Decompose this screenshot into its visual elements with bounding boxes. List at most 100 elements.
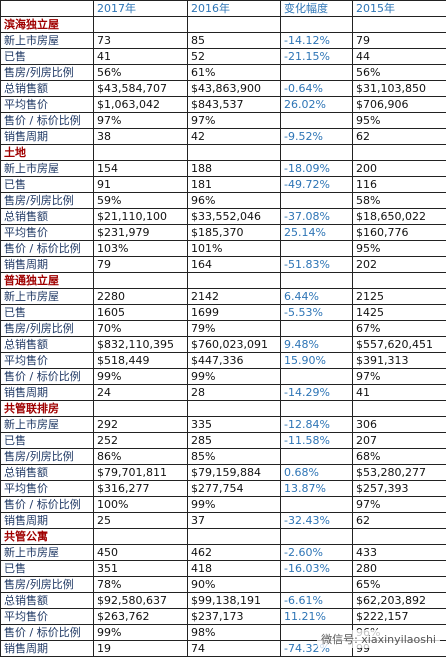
empty-cell [280, 400, 353, 417]
cell: 78% [93, 576, 188, 593]
data-row: 销售周期 79 164 -51.83% 202 [0, 256, 446, 273]
cell: 181 [187, 176, 281, 193]
cell: 207 [352, 432, 446, 449]
cell: 56% [352, 64, 446, 81]
data-row: 平均售价 $518,449 $447,336 15.90% $391,313 [0, 352, 446, 369]
empty-cell [280, 272, 353, 289]
row-label: 销售周期 [0, 640, 94, 657]
empty-cell [93, 400, 188, 417]
row-label: 平均售价 [0, 224, 94, 241]
data-row: 平均售价 $316,277 $277,754 13.87% $257,393 [0, 480, 446, 497]
data-row: 售房/列房比例 59% 96% 58% [0, 192, 446, 209]
row-label: 新上市房屋 [0, 544, 94, 561]
data-row: 销售周期 25 37 -32.43% 62 [0, 512, 446, 529]
row-label: 售房/列房比例 [0, 192, 94, 209]
cell: $277,754 [187, 480, 281, 497]
cell: $518,449 [93, 352, 188, 369]
row-label: 售价 / 标价比例 [0, 240, 94, 257]
row-label: 总销售额 [0, 592, 94, 609]
cell: 79% [187, 320, 281, 337]
header-cell: 2015年 [352, 0, 446, 17]
cell: 1699 [187, 304, 281, 321]
data-row: 已售 41 52 -21.15% 44 [0, 48, 446, 65]
cell [280, 496, 353, 513]
empty-cell [93, 528, 188, 545]
data-row: 总销售额 $832,110,395 $760,023,091 9.48% $557,62… [0, 336, 446, 353]
data-row: 售价 / 标价比例 103% 101% 95% [0, 240, 446, 257]
cell: 0.68% [280, 464, 353, 481]
cell: $21,110,100 [93, 208, 188, 225]
data-row: 售价 / 标价比例 99% 99% 97% [0, 368, 446, 385]
cell: $316,277 [93, 480, 188, 497]
cell: -16.03% [280, 560, 353, 577]
row-label: 销售周期 [0, 256, 94, 273]
cell: 188 [187, 160, 281, 177]
watermark: 微信号: xiaxinyilaoshi [317, 630, 440, 648]
cell: 99% [187, 496, 281, 513]
empty-cell [352, 528, 446, 545]
cell: 74 [187, 640, 281, 657]
cell: $391,313 [352, 352, 446, 369]
cell: 306 [352, 416, 446, 433]
cell: 73 [93, 32, 188, 49]
cell: 335 [187, 416, 281, 433]
cell: 154 [93, 160, 188, 177]
data-row: 平均售价 $263,762 $237,173 11.21% $222,157 [0, 608, 446, 625]
cell: 2125 [352, 288, 446, 305]
cell: -14.29% [280, 384, 353, 401]
cell: 2142 [187, 288, 281, 305]
cell: -18.09% [280, 160, 353, 177]
row-label: 售价 / 标价比例 [0, 624, 94, 641]
cell: 100% [93, 496, 188, 513]
cell [280, 448, 353, 465]
empty-cell [93, 16, 188, 33]
cell: 252 [93, 432, 188, 449]
cell: 70% [93, 320, 188, 337]
section-row: 共管公寓 [0, 528, 446, 545]
cell: 116 [352, 176, 446, 193]
cell: 59% [93, 192, 188, 209]
cell: 285 [187, 432, 281, 449]
row-label: 已售 [0, 176, 94, 193]
cell: 462 [187, 544, 281, 561]
cell: -37.08% [280, 208, 353, 225]
row-label: 售价 / 标价比例 [0, 112, 94, 129]
row-label: 总销售额 [0, 464, 94, 481]
cell: -21.15% [280, 48, 353, 65]
cell: 25 [93, 512, 188, 529]
cell: 95% [352, 240, 446, 257]
cell: $160,776 [352, 224, 446, 241]
cell [280, 112, 353, 129]
cell: $1,063,042 [93, 96, 188, 113]
empty-cell [280, 16, 353, 33]
data-row: 销售周期 38 42 -9.52% 62 [0, 128, 446, 145]
cell: 26.02% [280, 96, 353, 113]
data-row: 总销售额 $79,701,811 $79,159,884 0.68% $53,280,2… [0, 464, 446, 481]
cell [280, 368, 353, 385]
cell: 103% [93, 240, 188, 257]
cell [280, 320, 353, 337]
cell: -0.64% [280, 80, 353, 97]
cell: 97% [93, 112, 188, 129]
header-row: 2017年 2016年 变化幅度 2015年 [0, 0, 446, 17]
section-title: 共管公寓 [0, 528, 94, 545]
section-row: 土地 [0, 144, 446, 161]
header-cell [0, 0, 94, 17]
empty-cell [187, 400, 281, 417]
cell: 2280 [93, 288, 188, 305]
cell: 85% [187, 448, 281, 465]
cell: 91 [93, 176, 188, 193]
row-label: 平均售价 [0, 352, 94, 369]
cell: -49.72% [280, 176, 353, 193]
row-label: 已售 [0, 560, 94, 577]
cell: 9.48% [280, 336, 353, 353]
data-row: 售房/列房比例 78% 90% 65% [0, 576, 446, 593]
cell: 6.44% [280, 288, 353, 305]
data-row: 新上市房屋 2280 2142 6.44% 2125 [0, 288, 446, 305]
cell: -12.84% [280, 416, 353, 433]
data-row: 总销售额 $21,110,100 $33,552,046 -37.08% $18,650… [0, 208, 446, 225]
row-label: 平均售价 [0, 96, 94, 113]
row-label: 售价 / 标价比例 [0, 496, 94, 513]
